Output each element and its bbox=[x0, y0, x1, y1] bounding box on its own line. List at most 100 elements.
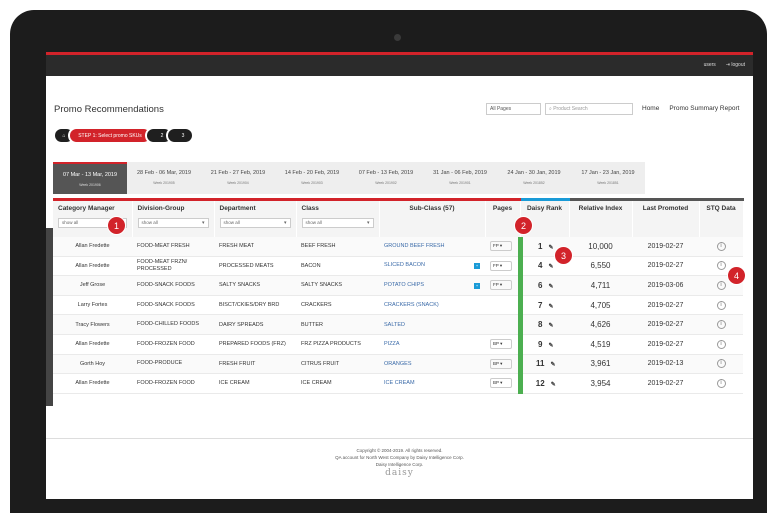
pages-select[interactable]: All Pages bbox=[486, 103, 541, 115]
edit-icon[interactable]: ✎ bbox=[548, 323, 554, 330]
edit-icon[interactable]: ✎ bbox=[548, 264, 554, 271]
edit-icon[interactable]: ✎ bbox=[548, 303, 554, 310]
week-number: Week 201851 bbox=[597, 181, 619, 185]
week-tab[interactable]: 24 Jan - 30 Jan, 2019 Week 201852 bbox=[497, 162, 571, 194]
week-tab[interactable]: 17 Jan - 23 Jan, 2019 Week 201851 bbox=[571, 162, 645, 194]
column-last-promoted[interactable]: Last Promoted bbox=[632, 198, 700, 237]
page-select[interactable]: BP ▾ bbox=[490, 339, 512, 350]
manager-cell: Tracy Flowers bbox=[53, 314, 132, 335]
page-select[interactable]: FP ▾ bbox=[490, 241, 512, 252]
subclass-link[interactable]: ICE CREAM bbox=[379, 373, 485, 394]
page-select[interactable]: BP ▾ bbox=[490, 358, 512, 369]
last-promoted-cell: 2019-02-27 bbox=[632, 256, 699, 277]
week-range: 28 Feb - 06 Mar, 2019 bbox=[136, 170, 192, 176]
info-icon[interactable]: i bbox=[716, 339, 726, 349]
week-number: Week 201905 bbox=[153, 181, 175, 185]
division-cell: FOOD-SNACK FOODS bbox=[132, 275, 214, 296]
class-cell: FRZ PIZZA PRODUCTS bbox=[296, 334, 379, 355]
info-icon[interactable]: i bbox=[716, 241, 726, 251]
edit-icon[interactable]: ✎ bbox=[550, 381, 556, 388]
laptop-frame: users ⇥ logout Promo Recommendations All… bbox=[10, 10, 767, 513]
stq-cell: i bbox=[699, 373, 743, 394]
callout-badge: 4 bbox=[727, 266, 746, 285]
users-link[interactable]: users bbox=[703, 62, 716, 68]
week-range: 21 Feb - 27 Feb, 2019 bbox=[210, 170, 266, 176]
rank-cell: 7 ✎ bbox=[517, 295, 569, 316]
info-icon[interactable]: i bbox=[716, 320, 726, 330]
table-row: Gorth Hoy FOOD-PRODUCE FRESH FRUIT CITRUS F… bbox=[53, 354, 743, 375]
division-filter[interactable]: show all bbox=[137, 218, 209, 228]
daisy-logo: daisy bbox=[385, 468, 414, 478]
table-row: Allan Fredette FOOD-FROZEN FOOD PREPARED F… bbox=[53, 334, 743, 355]
edit-icon[interactable]: ✎ bbox=[548, 283, 554, 290]
stq-cell: i bbox=[699, 295, 743, 316]
logout-link[interactable]: ⇥ logout bbox=[725, 62, 745, 68]
column-division-group: Division-Group show all bbox=[132, 198, 215, 237]
week-tab[interactable]: 28 Feb - 06 Mar, 2019 Week 201905 bbox=[127, 162, 201, 194]
pages-cell: FP ▾ bbox=[485, 275, 520, 296]
page-select[interactable]: BP ▾ bbox=[490, 378, 512, 389]
info-icon[interactable]: i bbox=[716, 359, 726, 369]
week-number: Week 201902 bbox=[375, 181, 397, 185]
department-cell: FRESH FRUIT bbox=[214, 354, 296, 375]
edit-icon[interactable]: ✎ bbox=[550, 362, 556, 369]
rank-cell: 11 ✎ bbox=[517, 354, 569, 375]
page-select[interactable]: FP ▾ bbox=[490, 260, 512, 271]
last-promoted-cell: 2019-02-13 bbox=[632, 354, 699, 375]
department-cell: BISCT/CKIES/DRY BRD bbox=[214, 295, 296, 316]
side-edge bbox=[46, 228, 53, 406]
subclass-link[interactable]: SLICED BACON + bbox=[379, 256, 485, 277]
department-cell: PREPARED FOODS (FRZ) bbox=[214, 334, 296, 355]
page-select[interactable]: FP ▾ bbox=[490, 280, 512, 291]
subclass-link[interactable]: GROUND BEEF FRESH bbox=[379, 236, 485, 257]
product-search-input[interactable]: ⌕ Product Search bbox=[545, 103, 633, 115]
column-pages[interactable]: Pages bbox=[485, 198, 521, 237]
manager-cell: Allan Fredette bbox=[53, 256, 132, 277]
division-cell: FOOD-FROZEN FOOD bbox=[132, 373, 214, 394]
promo-summary-link[interactable]: Promo Summary Report bbox=[669, 105, 740, 112]
class-cell: SALTY SNACKS bbox=[296, 275, 379, 296]
week-tab[interactable]: 31 Jan - 06 Feb, 2019 Week 201901 bbox=[423, 162, 497, 194]
footer: Copyright © 2004-2019. All rights reserv… bbox=[46, 438, 753, 499]
info-icon[interactable]: i bbox=[716, 300, 726, 310]
department-cell: FRESH MEAT bbox=[214, 236, 296, 257]
edit-icon[interactable]: ✎ bbox=[548, 342, 554, 349]
edit-icon[interactable]: ✎ bbox=[548, 244, 554, 251]
last-promoted-cell: 2019-02-27 bbox=[632, 236, 699, 257]
company-text: Daisy Intelligence Corp. bbox=[375, 462, 424, 467]
tag-icon[interactable]: + bbox=[474, 282, 480, 289]
department-filter[interactable]: show all bbox=[219, 218, 291, 228]
pages-cell: BP ▾ bbox=[485, 334, 520, 355]
column-relative-index[interactable]: Relative Index bbox=[569, 198, 633, 237]
rank-cell: 12 ✎ bbox=[517, 373, 569, 394]
relative-index-cell: 3,954 bbox=[569, 373, 632, 394]
page-title: Promo Recommendations bbox=[54, 104, 164, 115]
relative-index-cell: 4,711 bbox=[569, 275, 632, 296]
subclass-link[interactable]: SALTED bbox=[379, 314, 485, 335]
info-icon[interactable]: i bbox=[716, 280, 726, 290]
class-filter[interactable]: show all bbox=[301, 218, 374, 228]
home-link[interactable]: Home bbox=[642, 105, 660, 112]
step-3-button[interactable]: 3 bbox=[166, 127, 194, 144]
step-1-button[interactable]: STEP 1: Select promo SKUs bbox=[68, 127, 152, 144]
class-cell: CITRUS FRUIT bbox=[296, 354, 379, 375]
table-row: Allan Fredette FOOD-FROZEN FOOD ICE CREAM I… bbox=[53, 373, 743, 394]
class-cell: CRACKERS bbox=[296, 295, 379, 316]
week-tab[interactable]: 07 Mar - 13 Mar, 2019 Week 201906 bbox=[53, 162, 127, 194]
subclass-link[interactable]: POTATO CHIPS + bbox=[379, 275, 485, 296]
week-number: Week 201906 bbox=[79, 183, 101, 187]
rank-cell: 8 ✎ bbox=[517, 314, 569, 335]
week-tab[interactable]: 14 Feb - 20 Feb, 2019 Week 201903 bbox=[275, 162, 349, 194]
tag-icon[interactable]: + bbox=[474, 263, 480, 270]
last-promoted-cell: 2019-02-27 bbox=[632, 334, 699, 355]
subclass-link[interactable]: CRACKERS (SNACK) bbox=[379, 295, 485, 316]
division-cell: FOOD-MEAT FRESH bbox=[132, 236, 214, 257]
info-icon[interactable]: i bbox=[716, 378, 726, 388]
subclass-link[interactable]: PIZZA bbox=[379, 334, 485, 355]
week-tab[interactable]: 07 Feb - 13 Feb, 2019 Week 201902 bbox=[349, 162, 423, 194]
week-tab[interactable]: 21 Feb - 27 Feb, 2019 Week 201904 bbox=[201, 162, 275, 194]
column-sub-class[interactable]: Sub-Class (57) bbox=[379, 198, 486, 237]
info-icon[interactable]: i bbox=[716, 261, 726, 271]
subclass-link[interactable]: ORANGES bbox=[379, 354, 485, 375]
table-row: Allan Fredette FOOD-MEAT FRESH FRESH MEAT B… bbox=[53, 236, 743, 257]
